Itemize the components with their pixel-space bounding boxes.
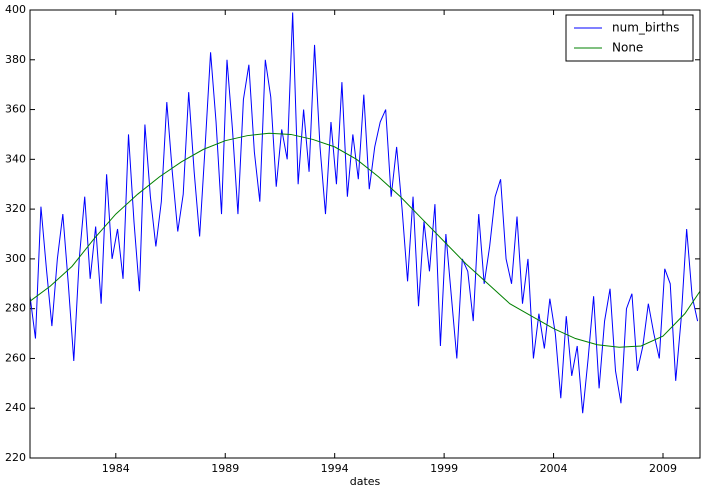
y-tick-label: 320	[5, 202, 26, 215]
x-tick-label: 1994	[321, 462, 349, 475]
x-tick-label: 2009	[649, 462, 677, 475]
y-tick-label: 220	[5, 451, 26, 464]
x-tick-label: 1989	[211, 462, 239, 475]
y-tick-label: 260	[5, 351, 26, 364]
series-line	[29, 12, 699, 414]
legend-label: None	[612, 41, 643, 55]
x-tick-label: 1999	[430, 462, 458, 475]
y-tick-label: 400	[5, 3, 26, 16]
y-tick-label: 360	[5, 103, 26, 116]
y-tick-label: 300	[5, 252, 26, 265]
y-tick-label: 340	[5, 152, 26, 165]
legend-label: num_births	[612, 21, 679, 35]
y-tick-label: 380	[5, 53, 26, 66]
series-line	[29, 132, 701, 348]
y-tick-label: 280	[5, 302, 26, 315]
x-tick-label: 1984	[102, 462, 130, 475]
plot-frame	[29, 9, 701, 459]
y-tick-label: 240	[5, 401, 26, 414]
legend-box	[565, 14, 694, 62]
x-axis-label: dates	[350, 475, 381, 488]
x-tick-label: 2004	[540, 462, 568, 475]
